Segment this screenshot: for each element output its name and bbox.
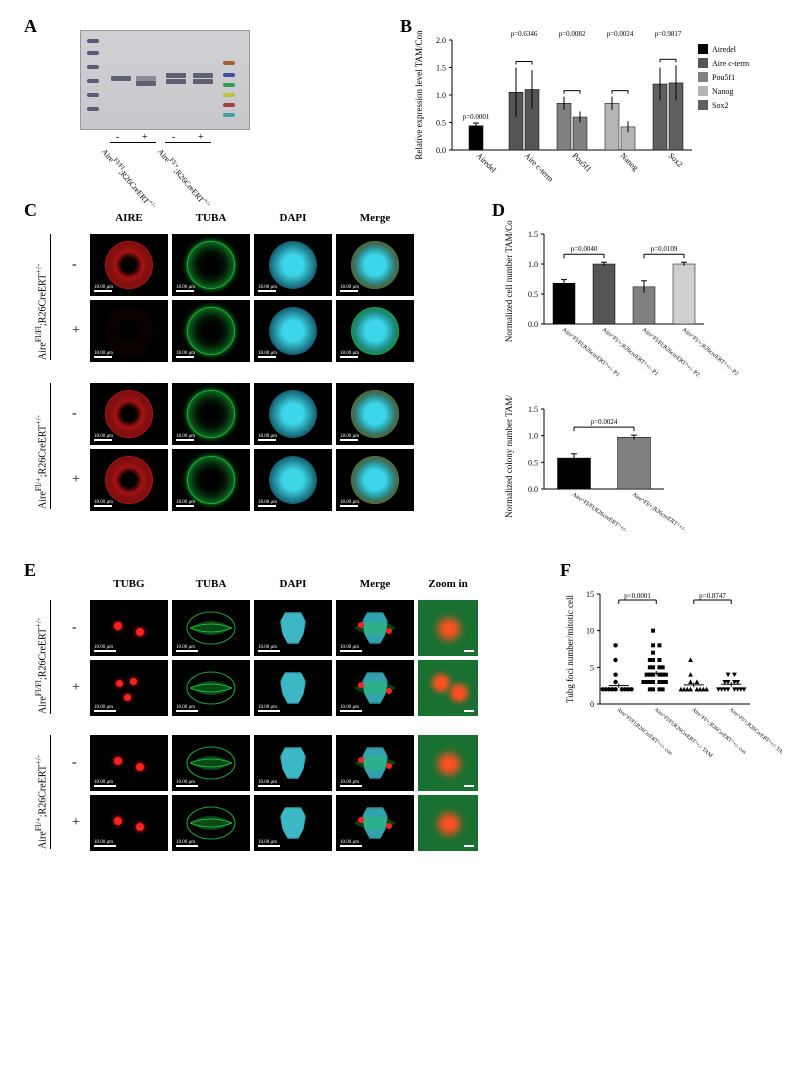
svg-text:Airedel: Airedel [712,45,737,54]
svg-text:Normalized colony number TAM/C: Normalized colony number TAM/Con [504,395,514,518]
svg-text:Tubg foci number/mitotic cell: Tubg foci number/mitotic cell [565,595,575,703]
svg-text:2.0: 2.0 [436,36,446,45]
svg-text:0.5: 0.5 [528,290,538,299]
svg-text:Aire c-term: Aire c-term [523,151,556,184]
svg-text:1.0: 1.0 [528,260,538,269]
svg-text:15: 15 [586,590,594,599]
svg-text:5: 5 [590,663,594,672]
svg-text:1.0: 1.0 [528,432,538,441]
svg-text:Nanog: Nanog [619,151,640,172]
svg-text:0.5: 0.5 [528,458,538,467]
svg-text:Sox2: Sox2 [712,101,728,110]
svg-text:p=0.0024: p=0.0024 [591,418,618,426]
svg-text:Pou5f1: Pou5f1 [712,73,735,82]
svg-text:p=0.0001: p=0.0001 [463,113,490,121]
svg-text:p=0.0082: p=0.0082 [559,30,586,38]
svg-text:0.0: 0.0 [436,146,446,155]
panel-label-d: D [492,200,505,221]
svg-text:p=0.0109: p=0.0109 [651,245,678,253]
svg-text:Pou5f1: Pou5f1 [571,151,594,174]
svg-text:Normalized cell number TAM/Con: Normalized cell number TAM/Con [504,220,514,342]
svg-text:Aire^Fl/+;R26creERT^+/-: Aire^Fl/+;R26creERT^+/- [631,492,686,533]
panel-label-f: F [560,560,571,581]
svg-text:Aire c-term: Aire c-term [712,59,750,68]
chart-tubg-foci: 0 5 10 15 Tubg foci number/mitotic cell Aire^… [562,582,782,777]
svg-text:p=0.0024: p=0.0024 [607,30,634,38]
svg-text:Relative expression level TAM/: Relative expression level TAM/Con [414,30,424,160]
svg-text:1.5: 1.5 [528,230,538,239]
svg-text:0.0: 0.0 [528,320,538,329]
panel-label-c: C [24,200,37,221]
svg-text:Airedel: Airedel [475,151,499,175]
chart-colony-number: 0.0 0.5 1.0 1.5 Normalized colony number TAM… [500,395,730,550]
gel-genotype-2: AireFl/+;R26CreERT+/- [156,146,216,214]
svg-text:Nanog: Nanog [712,87,733,96]
gel-genotype-1: AireFl/Fl;R26CreERT+/- [100,146,160,214]
svg-text:10: 10 [586,627,594,636]
panel-label-e: E [24,560,36,581]
svg-text:1.5: 1.5 [528,405,538,414]
chart-expression: 0.0 0.5 1.0 1.5 2.0 Relative expression level… [410,22,770,197]
svg-text:p<0.0001: p<0.0001 [624,592,651,600]
chart-cell-number: 0.0 0.5 1.0 1.5 Normalized cell number TAM/C… [500,220,750,385]
svg-text:0.0: 0.0 [528,485,538,494]
svg-text:0: 0 [590,700,594,709]
svg-text:p=0.0040: p=0.0040 [571,245,598,253]
svg-text:p=0.6346: p=0.6346 [511,30,538,38]
svg-text:p=0.8747: p=0.8747 [699,592,726,600]
svg-text:Aire^Fl/+;R26CreERT^+/- TAM: Aire^Fl/+;R26CreERT^+/- TAM [728,707,782,758]
gel-image: - + - + AireFl/Fl;R26CreERT+/- AireFl/+;… [80,30,250,130]
panel-label-a: A [24,16,37,37]
svg-text:Aire^Fl/Fl;R26creERT^+/-: Aire^Fl/Fl;R26creERT^+/- [571,492,628,534]
svg-text:1.0: 1.0 [436,91,446,100]
svg-text:Sox2: Sox2 [667,151,685,169]
svg-text:0.5: 0.5 [436,119,446,128]
svg-text:p=0.9817: p=0.9817 [655,30,682,38]
svg-text:1.5: 1.5 [436,64,446,73]
